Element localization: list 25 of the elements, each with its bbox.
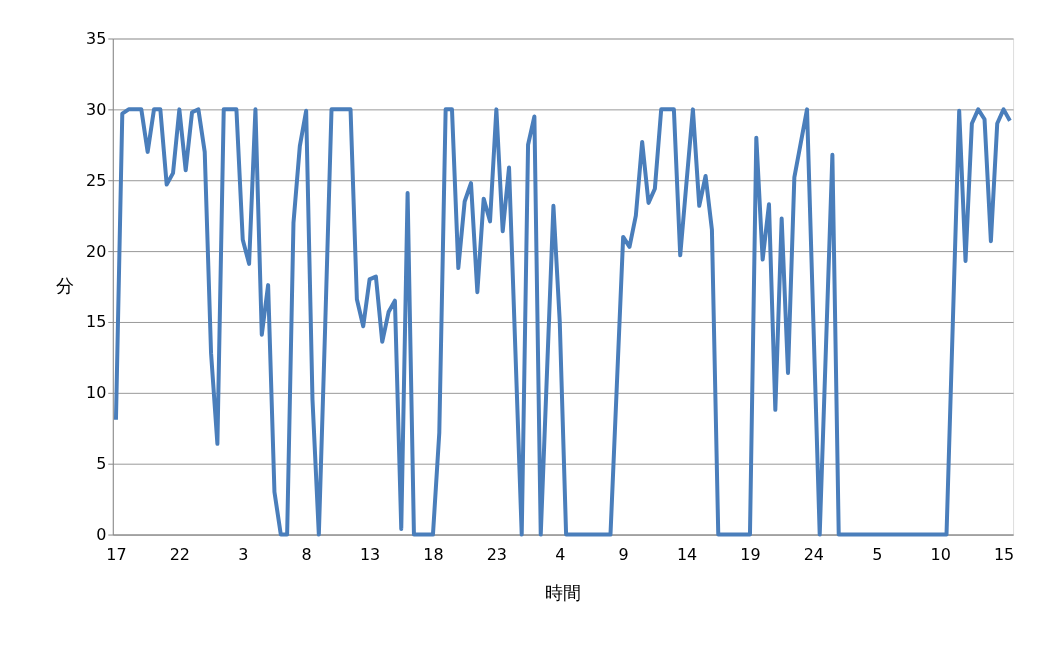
x-tick-label: 24 — [803, 545, 825, 565]
y-tick-label: 5 — [96, 454, 107, 474]
y-axis-title: 分 — [56, 275, 74, 297]
x-tick-label: 13 — [359, 545, 381, 565]
x-tick-label: 8 — [301, 545, 312, 565]
x-tick-label: 3 — [238, 545, 249, 565]
x-tick-label: 5 — [872, 545, 883, 565]
x-tick-label: 9 — [618, 545, 629, 565]
x-tick-label: 17 — [106, 545, 127, 565]
x-tick-label: 18 — [423, 545, 444, 565]
y-tick-label: 15 — [85, 312, 107, 332]
x-tick-label: 4 — [555, 545, 566, 565]
x-tick-label: 22 — [169, 545, 191, 565]
x-tick-label: 14 — [676, 545, 698, 565]
x-tick-label: 10 — [930, 545, 951, 565]
y-tick-label: 30 — [85, 99, 107, 119]
y-tick-label: 0 — [96, 525, 107, 545]
y-tick-label: 35 — [85, 28, 107, 48]
y-tick-label: 25 — [85, 170, 107, 190]
x-tick-label: 19 — [740, 545, 761, 565]
y-tick-label: 20 — [85, 241, 107, 261]
x-axis-title: 時間 — [545, 581, 582, 603]
y-tick-label: 10 — [85, 383, 107, 403]
x-tick-label: 23 — [486, 545, 508, 565]
x-tick-label: 15 — [993, 545, 1015, 565]
